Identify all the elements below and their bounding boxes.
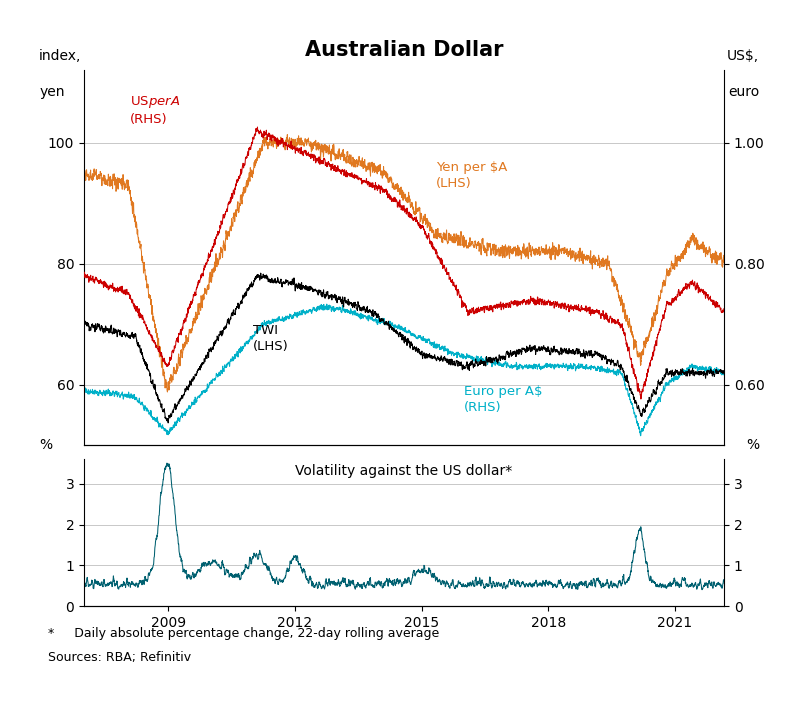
Text: TWI
(LHS): TWI (LHS)	[253, 324, 289, 353]
Text: %: %	[746, 438, 759, 452]
Text: Euro per A$
(RHS): Euro per A$ (RHS)	[464, 385, 542, 414]
Text: index,: index,	[39, 48, 82, 62]
Text: euro: euro	[728, 85, 759, 99]
Text: US$ per A$
(RHS): US$ per A$ (RHS)	[130, 95, 180, 126]
Text: yen: yen	[39, 85, 65, 99]
Text: Australian Dollar: Australian Dollar	[305, 39, 503, 60]
Text: %: %	[39, 438, 52, 452]
Text: Sources: RBA; Refinitiv: Sources: RBA; Refinitiv	[48, 651, 191, 664]
Text: US$,: US$,	[727, 48, 759, 62]
Text: Volatility against the US dollar*: Volatility against the US dollar*	[295, 463, 513, 477]
Text: *     Daily absolute percentage change, 22-day rolling average: * Daily absolute percentage change, 22-d…	[48, 627, 439, 641]
Text: Yen per $A
(LHS): Yen per $A (LHS)	[435, 161, 507, 190]
